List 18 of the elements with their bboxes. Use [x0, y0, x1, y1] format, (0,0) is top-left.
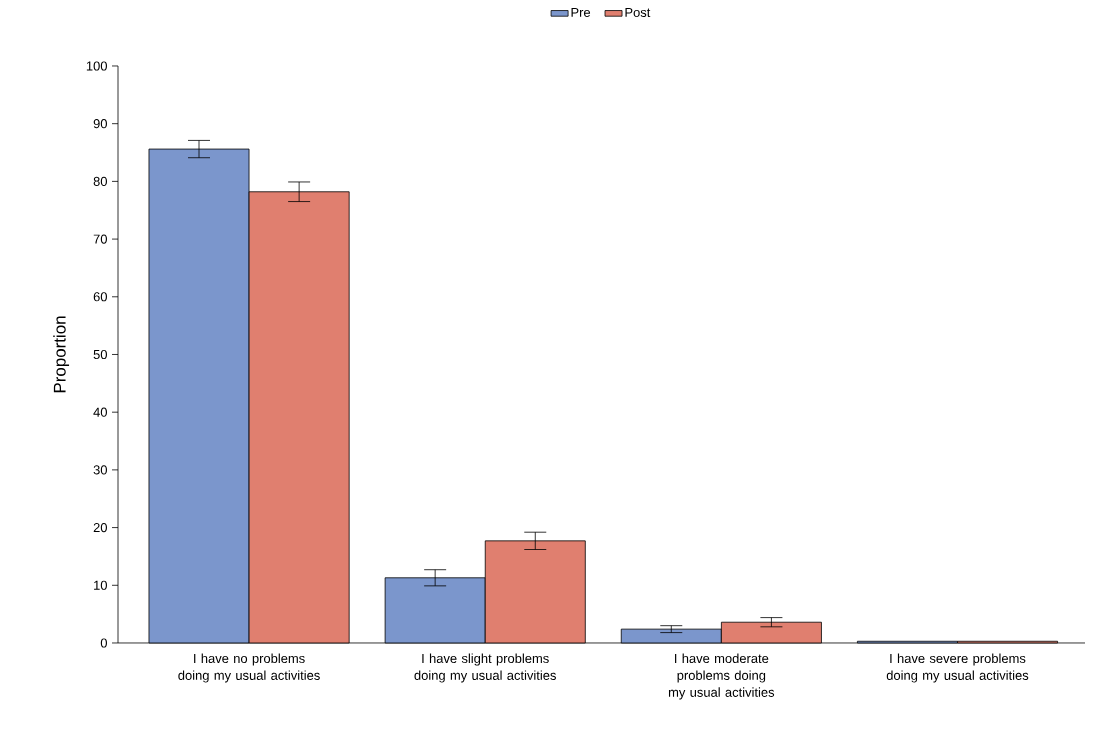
y-tick-label: 70 — [93, 234, 107, 244]
y-tick-label: 30 — [93, 465, 107, 475]
x-tick-label: I have moderate problems doing my usual activities — [668, 653, 775, 700]
y-tick-label: 50 — [93, 349, 107, 360]
legend-label: Post — [625, 7, 651, 17]
y-tick-label: 10 — [94, 580, 107, 590]
y-tick-label: 80 — [93, 176, 107, 186]
y-tick-label: 0 — [100, 638, 107, 648]
x-tick-label: I have severe problems doing my usual activities — [886, 653, 1029, 683]
y-tick-label: 90 — [93, 119, 107, 129]
y-tick-label: 40 — [93, 407, 107, 417]
y-axis-title: Proportion — [53, 316, 70, 393]
y-tick-label: 60 — [93, 292, 107, 302]
y-tick-label: 20 — [93, 523, 107, 533]
x-tick-label: I have slight problems doing my usual activities — [414, 653, 556, 683]
y-tick-label: 100 — [86, 61, 107, 71]
x-tick-label: I have no problems doing my usual activities — [178, 653, 320, 683]
legend-label: Pre — [571, 7, 591, 17]
